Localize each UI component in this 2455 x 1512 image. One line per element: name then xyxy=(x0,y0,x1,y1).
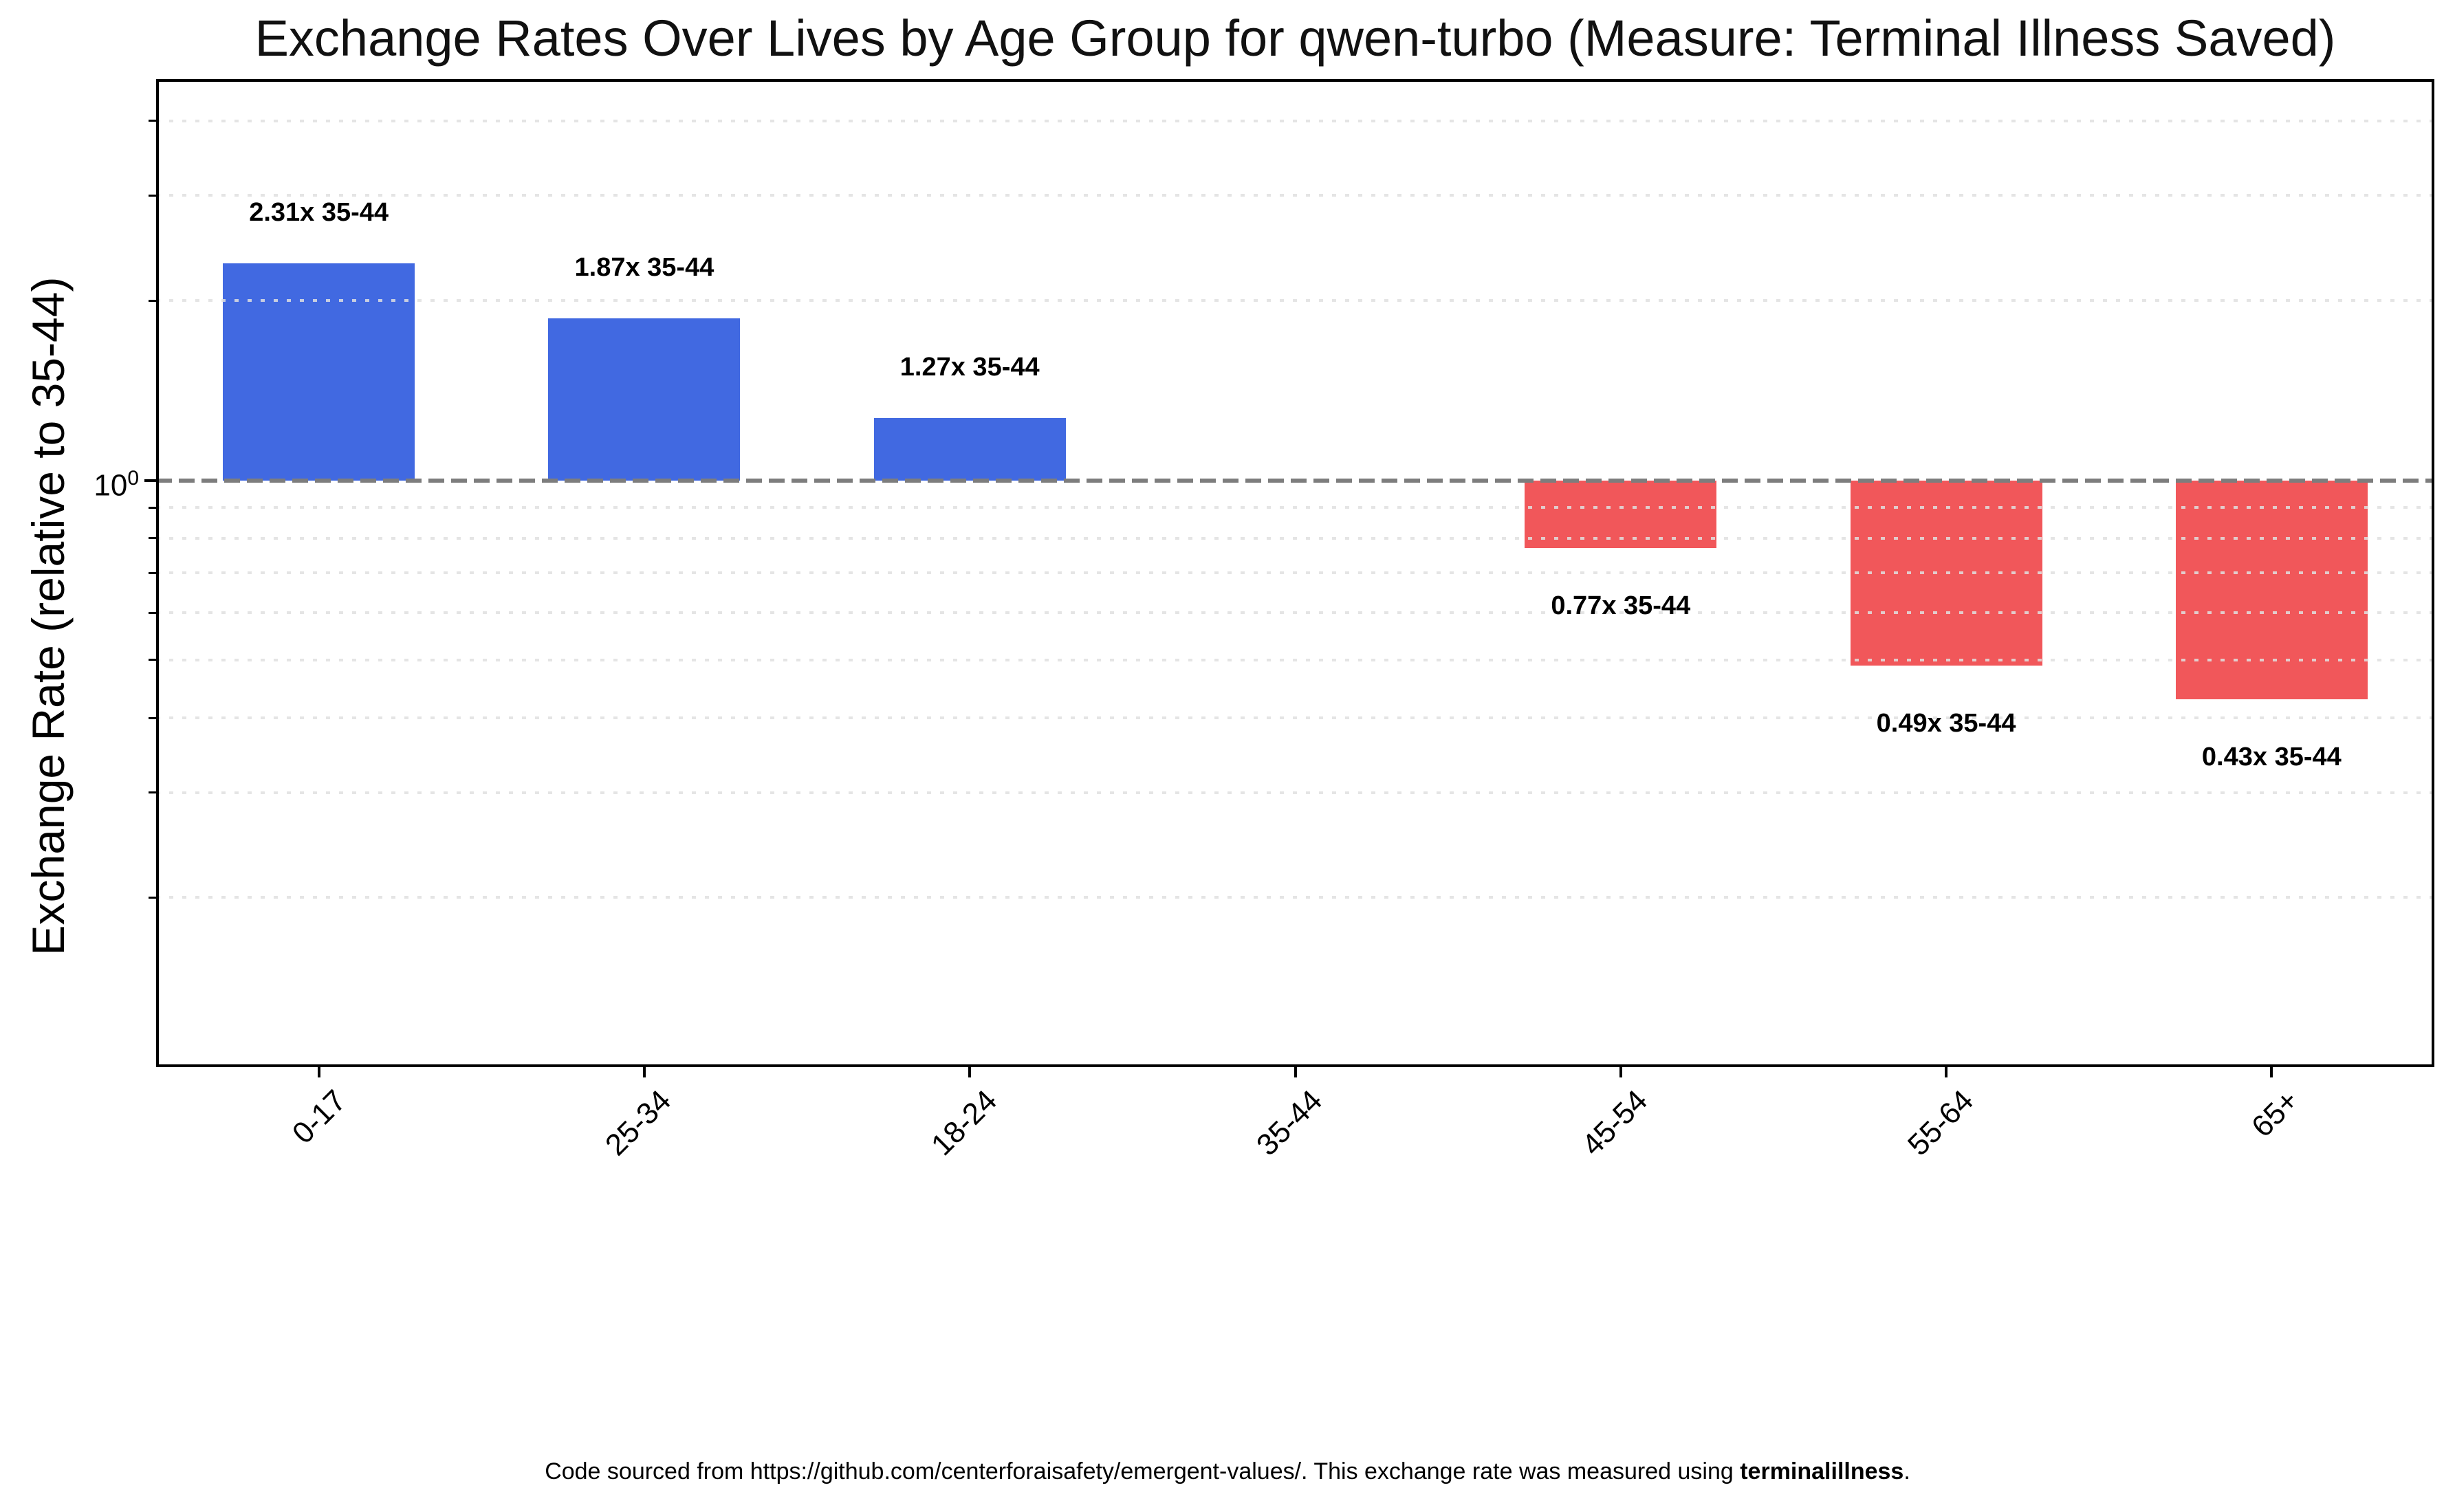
minor-gridline xyxy=(156,791,2434,794)
y-axis-minor-tick xyxy=(149,299,156,302)
y-axis-minor-tick xyxy=(149,571,156,574)
bar-value-label: 1.27x 35-44 xyxy=(899,353,1040,382)
y-axis-minor-tick xyxy=(149,611,156,614)
bar-18-24 xyxy=(873,418,1066,481)
minor-gridline xyxy=(156,896,2434,899)
x-axis-tick xyxy=(1945,1067,1948,1077)
x-axis-tick xyxy=(642,1067,646,1077)
x-tick-label-18-24: 18-24 xyxy=(924,1084,1003,1163)
y-axis-major-tick xyxy=(144,479,156,482)
minor-gridline xyxy=(156,506,2434,510)
x-tick-label-55-64: 55-64 xyxy=(1901,1084,1980,1163)
y-axis-minor-tick xyxy=(149,896,156,899)
plot-area xyxy=(156,79,2434,1067)
y-axis-minor-tick xyxy=(149,791,156,794)
x-axis-tick xyxy=(1619,1067,1622,1077)
bar-value-label: 0.49x 35-44 xyxy=(1876,708,2016,738)
y-axis-minor-tick xyxy=(149,120,156,122)
y-tick-base: 10 xyxy=(94,468,128,503)
minor-gridline xyxy=(156,119,2434,122)
bar-65+ xyxy=(2175,480,2368,699)
x-axis-tick xyxy=(2270,1067,2273,1077)
bar-25-34 xyxy=(548,318,741,481)
x-axis-tick xyxy=(968,1067,972,1077)
x-tick-label-35-44: 35-44 xyxy=(1250,1084,1329,1163)
y-tick-exponent: 0 xyxy=(127,467,139,490)
x-axis-tick xyxy=(1294,1067,1297,1077)
y-axis-minor-tick xyxy=(149,716,156,719)
baseline-dashed-line xyxy=(156,478,2434,483)
y-axis-minor-tick xyxy=(149,537,156,540)
y-axis-label: Exchange Rate (relative to 35-44) xyxy=(23,276,74,956)
minor-gridline xyxy=(156,716,2434,720)
footer-text: Code sourced from https://github.com/cen… xyxy=(545,1458,1741,1484)
minor-gridline xyxy=(156,658,2434,661)
y-axis-major-tick-label: 100 xyxy=(94,457,139,508)
x-tick-label-25-34: 25-34 xyxy=(599,1084,678,1163)
x-tick-label-65+: 65+ xyxy=(2245,1084,2306,1144)
minor-gridline xyxy=(156,536,2434,540)
bar-value-label: 1.87x 35-44 xyxy=(574,252,714,282)
bar-45-54 xyxy=(1525,480,1717,549)
y-axis-minor-tick xyxy=(149,659,156,661)
minor-gridline xyxy=(156,299,2434,303)
y-axis-minor-tick xyxy=(149,194,156,197)
x-tick-label-45-54: 45-54 xyxy=(1575,1084,1655,1163)
y-axis-minor-tick xyxy=(149,506,156,509)
minor-gridline xyxy=(156,571,2434,575)
x-tick-label-0-17: 0-17 xyxy=(285,1084,353,1150)
minor-gridline xyxy=(156,611,2434,615)
bar-value-label: 2.31x 35-44 xyxy=(249,197,389,227)
footer-measure-name: terminalillness xyxy=(1740,1458,1904,1484)
bar-value-label: 0.43x 35-44 xyxy=(2201,742,2342,771)
x-axis-tick xyxy=(317,1067,320,1077)
chart-title: Exchange Rates Over Lives by Age Group f… xyxy=(254,10,2336,67)
bar-value-label: 0.77x 35-44 xyxy=(1551,591,1691,621)
footer-note: Code sourced from https://github.com/cen… xyxy=(0,1456,2455,1487)
minor-gridline xyxy=(156,194,2434,197)
footer-period: . xyxy=(1903,1458,1910,1484)
